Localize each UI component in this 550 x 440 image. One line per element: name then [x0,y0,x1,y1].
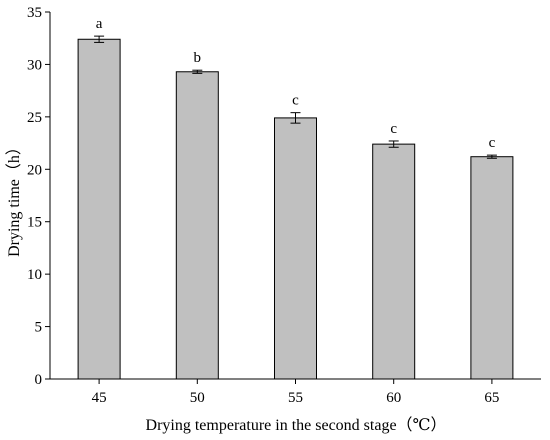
bar-45 [77,38,121,380]
significance-label-50: b [194,50,202,66]
bars [77,38,514,380]
axes [49,12,541,380]
y-tick-label: 25 [27,110,42,126]
error-bars [94,35,497,159]
significance-label-45: a [96,16,103,32]
x-tick-label: 55 [288,390,303,406]
bar-55 [274,117,317,380]
y-tick-label: 20 [27,162,42,178]
y-tick-label: 5 [35,320,43,336]
bar-65 [470,156,514,380]
y-axis-ticks: 0 5 10 15 20 25 30 35 [27,5,50,388]
y-axis-title: Drying time（h） [5,139,23,257]
significance-label-55: c [292,93,299,109]
y-tick-label: 15 [27,215,42,231]
x-tick-label: 60 [386,390,401,406]
bar-60 [372,143,416,380]
y-tick-label: 30 [27,57,42,73]
x-tick-label: 65 [484,390,499,406]
y-tick-label: 10 [27,267,42,283]
x-tick-label: 45 [92,390,107,406]
y-tick-label: 35 [27,5,42,21]
x-tick-label: 50 [190,390,205,406]
x-axis-ticks: 45 50 55 60 65 [92,379,499,406]
significance-labels: a b c c c [96,16,496,151]
significance-label-60: c [390,121,397,137]
bar-50 [175,71,219,380]
x-axis-title: Drying temperature in the second stage（℃… [146,416,447,434]
y-tick-label: 0 [35,372,43,388]
significance-label-65: c [489,135,496,151]
